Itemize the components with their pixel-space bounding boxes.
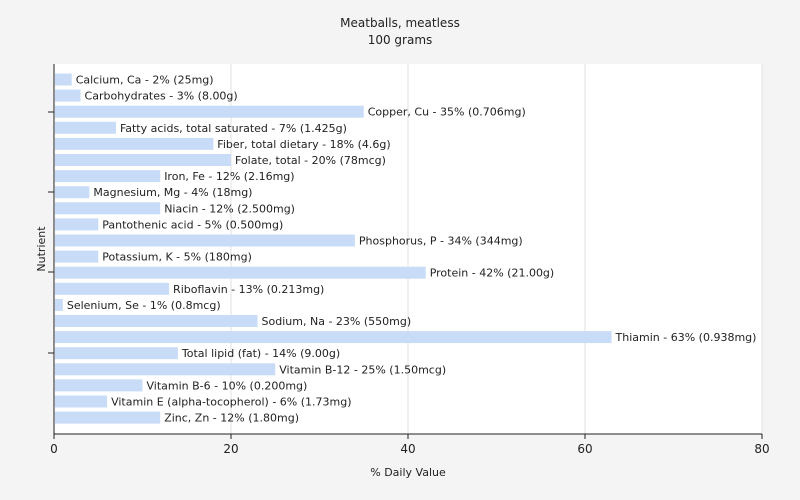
chart-subtitle: 100 grams xyxy=(368,33,433,47)
bar-label: Magnesium, Mg - 4% (18mg) xyxy=(93,186,252,199)
bar xyxy=(55,89,81,102)
bar-label: Carbohydrates - 3% (8.00g) xyxy=(85,90,238,103)
bar xyxy=(55,266,426,279)
bar xyxy=(55,379,143,392)
bar-label: Selenium, Se - 1% (0.8mcg) xyxy=(67,299,221,312)
bar-label: Potassium, K - 5% (180mg) xyxy=(102,251,252,264)
bar-label: Total lipid (fat) - 14% (9.00g) xyxy=(181,347,340,360)
bar-label: Phosphorus, P - 34% (344mg) xyxy=(359,235,523,248)
bar-label: Vitamin B-12 - 25% (1.50mcg) xyxy=(279,363,446,376)
bar-label: Thiamin - 63% (0.938mg) xyxy=(615,331,757,344)
bar-label: Fiber, total dietary - 18% (4.6g) xyxy=(217,138,390,151)
bar xyxy=(55,73,72,86)
bar xyxy=(55,154,231,166)
x-tick-label: 80 xyxy=(754,442,769,456)
y-axis-ticks xyxy=(48,111,54,354)
chart-title: Meatballs, meatless xyxy=(340,16,460,30)
bar-label: Pantothenic acid - 5% (0.500mg) xyxy=(102,218,283,231)
bar xyxy=(55,282,170,295)
bar xyxy=(55,298,63,311)
y-axis-label: Nutrient xyxy=(35,226,48,272)
x-tick-label: 40 xyxy=(400,442,415,456)
bar xyxy=(55,395,108,408)
bar-labels-group: Calcium, Ca - 2% (25mg) Carbohydrates - 3… xyxy=(67,74,757,425)
bar-label: Fatty acids, total saturated - 7% (1.425… xyxy=(120,122,347,135)
x-tick-label: 20 xyxy=(223,442,238,456)
bar xyxy=(55,234,355,247)
x-tick-label: 0 xyxy=(50,442,58,456)
bar-label: Vitamin B-6 - 10% (0.200mg) xyxy=(147,379,308,392)
bar-label: Vitamin E (alpha-tocopherol) - 6% (1.73m… xyxy=(111,396,351,409)
bar xyxy=(55,331,612,344)
bar-label: Zinc, Zn - 12% (1.80mg) xyxy=(164,412,299,425)
bar-label: Riboflavin - 13% (0.213mg) xyxy=(173,283,324,296)
bar xyxy=(55,218,99,231)
bar xyxy=(55,186,90,199)
bar-label: Protein - 42% (21.00g) xyxy=(430,267,555,280)
x-axis-label: % Daily Value xyxy=(370,466,446,479)
bar-label: Niacin - 12% (2.500mg) xyxy=(164,202,295,215)
bar xyxy=(55,363,276,376)
bar xyxy=(55,411,161,424)
bar-label: Sodium, Na - 23% (550mg) xyxy=(262,315,412,328)
bar xyxy=(55,315,258,327)
x-axis-ticks: 0 20 40 60 80 xyxy=(50,434,770,456)
x-tick-label: 60 xyxy=(577,442,592,456)
bars-group xyxy=(55,73,612,424)
bar-label: Folate, total - 20% (78mcg) xyxy=(235,154,386,167)
bar xyxy=(55,170,161,183)
bar xyxy=(55,250,99,263)
bar xyxy=(55,202,161,215)
bar xyxy=(55,121,116,134)
bar xyxy=(55,137,214,150)
bar xyxy=(55,347,178,360)
bar-label: Iron, Fe - 12% (2.16mg) xyxy=(164,170,294,183)
bar-label: Copper, Cu - 35% (0.706mg) xyxy=(368,106,526,119)
bar-label: Calcium, Ca - 2% (25mg) xyxy=(76,74,214,87)
bar xyxy=(55,105,364,118)
